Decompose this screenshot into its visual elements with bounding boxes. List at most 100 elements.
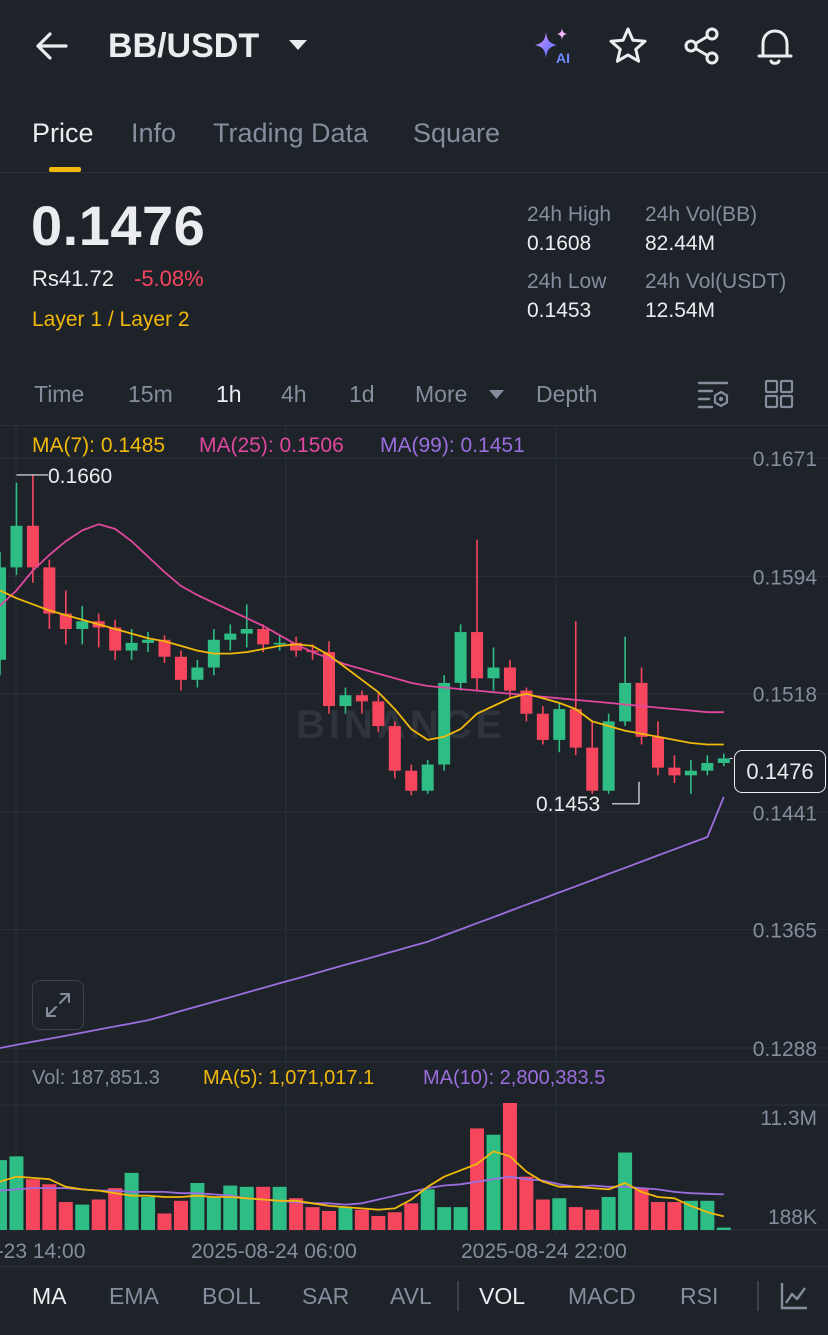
- pair-title[interactable]: BB/USDT: [108, 27, 260, 65]
- interval-15m[interactable]: 15m: [128, 381, 173, 407]
- volume-bar: [716, 1227, 731, 1230]
- low-label: 24h Low: [527, 270, 607, 293]
- interval-1h[interactable]: 1h: [216, 381, 242, 407]
- divider: [0, 172, 828, 173]
- sparkle-icon: [535, 28, 567, 58]
- volume-bar: [338, 1207, 353, 1230]
- indicator-macd[interactable]: MACD: [568, 1283, 636, 1309]
- indicator-boll[interactable]: BOLL: [202, 1283, 261, 1309]
- layout-grid-icon[interactable]: [764, 379, 794, 409]
- indicator-avl[interactable]: AVL: [390, 1283, 432, 1309]
- volume-bar: [552, 1198, 567, 1230]
- candle-body: [158, 639, 171, 657]
- back-arrow-icon[interactable]: [30, 24, 74, 68]
- divider: [0, 425, 828, 426]
- ma7-line: [0, 589, 724, 746]
- candles-layer: [0, 474, 730, 796]
- volume-bar: [354, 1209, 369, 1230]
- vol-ma5-legend: MA(5): 1,071,017.1: [203, 1067, 375, 1089]
- fiat-price: Rs41.72: [32, 266, 114, 291]
- price-change: -5.08%: [134, 266, 204, 291]
- volume-bar: [272, 1186, 287, 1230]
- price-axis-label: 0.1518: [753, 684, 817, 707]
- candle-body: [602, 721, 615, 791]
- volume-bar: [585, 1209, 600, 1230]
- candle-body: [43, 567, 56, 614]
- fullscreen-button[interactable]: [32, 980, 84, 1030]
- indicator-rsi[interactable]: RSI: [680, 1283, 719, 1309]
- candle-body: [355, 695, 368, 702]
- pair-dropdown-icon[interactable]: [288, 38, 308, 52]
- volume-bar: [9, 1156, 24, 1230]
- indicator-separator: [757, 1281, 759, 1311]
- vol-ma10-legend: MA(10): 2,800,383.5: [423, 1067, 606, 1089]
- volume-bar: [535, 1199, 550, 1230]
- ai-assistant-button[interactable]: AI: [530, 24, 576, 70]
- volume-bar: [157, 1213, 172, 1230]
- interval-1d[interactable]: 1d: [349, 381, 375, 407]
- low-value: 0.1453: [527, 299, 592, 322]
- volume-bar: [91, 1199, 106, 1230]
- indicator-vol[interactable]: VOL: [479, 1283, 526, 1309]
- volume-bar: [470, 1128, 485, 1230]
- candle-body: [10, 525, 23, 568]
- interval-4h[interactable]: 4h: [281, 381, 307, 407]
- volume-bar: [124, 1172, 139, 1230]
- price-axis-label: 0.1365: [753, 919, 817, 942]
- price-axis-label: 0.1441: [753, 802, 817, 825]
- tab-price[interactable]: Price: [32, 118, 94, 148]
- price-axis-label: 0.1594: [753, 567, 818, 590]
- tab-info[interactable]: Info: [131, 118, 177, 148]
- more-dropdown-icon[interactable]: [488, 389, 505, 401]
- interval-more[interactable]: More: [415, 381, 468, 407]
- vol-ma10-line: [0, 1175, 724, 1206]
- candle-body: [339, 695, 352, 707]
- interval-depth[interactable]: Depth: [536, 381, 598, 407]
- candle-body: [569, 709, 582, 748]
- indicator-chart-icon[interactable]: [779, 1281, 809, 1311]
- interval-time[interactable]: Time: [34, 381, 85, 407]
- ai-label: AI: [556, 50, 570, 66]
- time-axis-label: 2025-08-24 22:00: [461, 1240, 627, 1263]
- tab-trading-data[interactable]: Trading Data: [213, 118, 369, 148]
- axis-labels-layer: 0.1671 0.1594 0.1518 0.1441 0.1365 0.1288 11.3…: [0, 448, 817, 1263]
- ma99-legend: MA(99): 0.1451: [380, 434, 525, 457]
- candle-body: [684, 770, 697, 776]
- tab-square[interactable]: Square: [413, 118, 501, 148]
- candle-body: [174, 656, 187, 680]
- chart-settings-icon[interactable]: [696, 378, 730, 410]
- candle-body: [536, 713, 549, 740]
- vol-quote-value: 12.54M: [645, 299, 716, 322]
- volume-ma-lines-layer: [0, 1150, 725, 1218]
- star-icon[interactable]: [606, 24, 650, 68]
- price-axis-label: 0.1288: [753, 1038, 817, 1061]
- category-tags[interactable]: Layer 1 / Layer 2: [32, 308, 190, 331]
- candle-body: [76, 621, 89, 629]
- volume-bar: [371, 1216, 386, 1230]
- candle-body: [717, 758, 730, 764]
- volume-bar: [618, 1152, 633, 1230]
- indicator-ema[interactable]: EMA: [109, 1283, 159, 1309]
- time-axis-label: 2025-08-24 06:00: [191, 1240, 357, 1263]
- price-chart[interactable]: BINANCE 0.16710.15940.15180.14410.13650.…: [0, 426, 828, 1266]
- volume-axis-label: 11.3M: [760, 1107, 817, 1130]
- indicator-sar[interactable]: SAR: [302, 1283, 350, 1309]
- last-price: 0.1476: [31, 194, 206, 257]
- volume-bars-layer: [0, 1103, 731, 1230]
- candle-body: [240, 628, 253, 634]
- ma25-line: [0, 523, 724, 714]
- volume-bar: [667, 1202, 682, 1230]
- volume-bar: [141, 1196, 156, 1230]
- current-price-tag: 0.1476: [734, 750, 826, 793]
- volume-bar: [651, 1202, 665, 1230]
- volume-legend: Vol: 187,851.3: [32, 1067, 160, 1089]
- indicator-ma[interactable]: MA: [32, 1283, 67, 1309]
- candle-body: [372, 701, 385, 727]
- volume-axis-label: 188K: [768, 1206, 817, 1229]
- volume-bar: [58, 1202, 73, 1230]
- bell-icon[interactable]: [753, 24, 797, 68]
- share-icon[interactable]: [680, 24, 724, 68]
- ma-lines-layer: [0, 523, 725, 1049]
- active-tab-indicator: [49, 167, 81, 172]
- volume-bar: [206, 1196, 221, 1230]
